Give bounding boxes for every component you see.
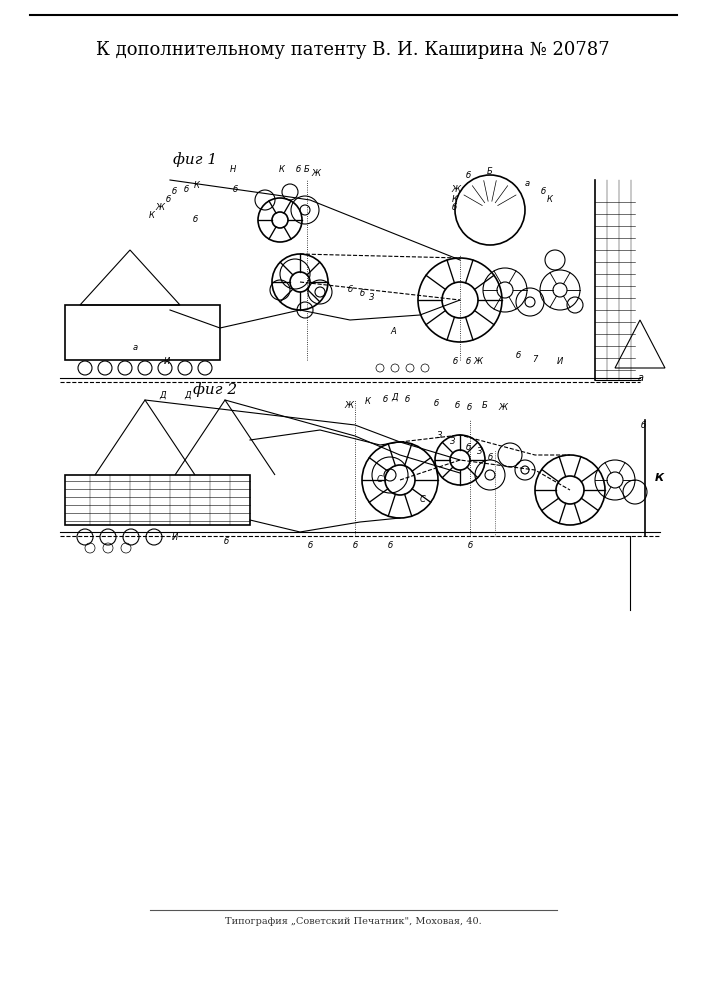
- Text: б: б: [352, 540, 358, 550]
- Text: б: б: [433, 399, 438, 408]
- Text: б: б: [233, 186, 238, 194]
- Text: a: a: [638, 373, 644, 383]
- Text: И: И: [172, 532, 178, 542]
- Text: К дополнительному патенту В. И. Каширина № 20787: К дополнительному патенту В. И. Каширина…: [96, 41, 610, 59]
- Text: фиг 1: фиг 1: [173, 153, 217, 167]
- Text: Ж: Ж: [156, 202, 165, 212]
- Text: К: К: [365, 397, 371, 406]
- Text: б: б: [465, 444, 471, 452]
- Text: а: а: [525, 180, 530, 188]
- Text: б: б: [467, 403, 472, 412]
- Text: Ж: Ж: [498, 403, 508, 412]
- Text: а: а: [132, 342, 138, 352]
- Text: Типография „Советский Печатник", Моховая, 40.: Типография „Советский Печатник", Моховая…: [225, 918, 481, 926]
- Text: б: б: [467, 540, 472, 550]
- Text: фиг 2: фиг 2: [193, 383, 237, 397]
- Text: Ж: Ж: [312, 169, 320, 178]
- Text: б: б: [347, 286, 353, 294]
- Text: б: б: [465, 170, 471, 180]
- Text: б: б: [359, 290, 365, 298]
- Text: б: б: [404, 394, 409, 403]
- Text: б: б: [515, 351, 520, 360]
- Text: H: H: [230, 165, 236, 174]
- Text: Б: Б: [482, 401, 488, 410]
- Text: З: З: [450, 438, 456, 446]
- Text: б: б: [452, 358, 457, 366]
- Text: б: б: [296, 165, 300, 174]
- Text: 7: 7: [532, 356, 538, 364]
- Text: б: б: [223, 538, 228, 546]
- Text: С: С: [420, 495, 426, 504]
- Text: Ж: Ж: [452, 186, 460, 194]
- Text: б: б: [308, 540, 312, 550]
- Text: С: С: [377, 476, 383, 485]
- Text: З: З: [477, 448, 483, 456]
- Text: К: К: [279, 165, 285, 174]
- Text: б: б: [465, 358, 471, 366]
- Text: З: З: [369, 294, 375, 302]
- Text: К: К: [194, 180, 200, 190]
- Text: Ж: Ж: [344, 400, 354, 410]
- Text: К: К: [149, 211, 155, 220]
- Text: З: З: [438, 430, 443, 440]
- Text: б: б: [171, 188, 177, 196]
- Text: Ж: Ж: [474, 358, 482, 366]
- Text: б: б: [487, 452, 493, 462]
- Text: б: б: [641, 420, 645, 430]
- Text: б: б: [165, 196, 170, 205]
- Text: К: К: [547, 196, 553, 205]
- Text: б: б: [540, 188, 546, 196]
- Text: К: К: [655, 473, 664, 483]
- Text: И: И: [557, 358, 563, 366]
- Text: А: А: [390, 328, 396, 336]
- Text: б: б: [192, 216, 197, 225]
- Text: Д: Д: [160, 390, 166, 399]
- Text: Б: Б: [304, 165, 310, 174]
- Text: Д: Д: [185, 390, 192, 399]
- Text: б: б: [455, 400, 460, 410]
- Text: И: И: [164, 358, 170, 366]
- Text: б: б: [382, 394, 387, 403]
- Text: б: б: [183, 186, 189, 194]
- Text: б: б: [452, 204, 457, 213]
- Text: Б: Б: [487, 167, 493, 176]
- Text: б: б: [387, 540, 392, 550]
- Text: К: К: [452, 196, 458, 205]
- Text: Д: Д: [392, 392, 398, 401]
